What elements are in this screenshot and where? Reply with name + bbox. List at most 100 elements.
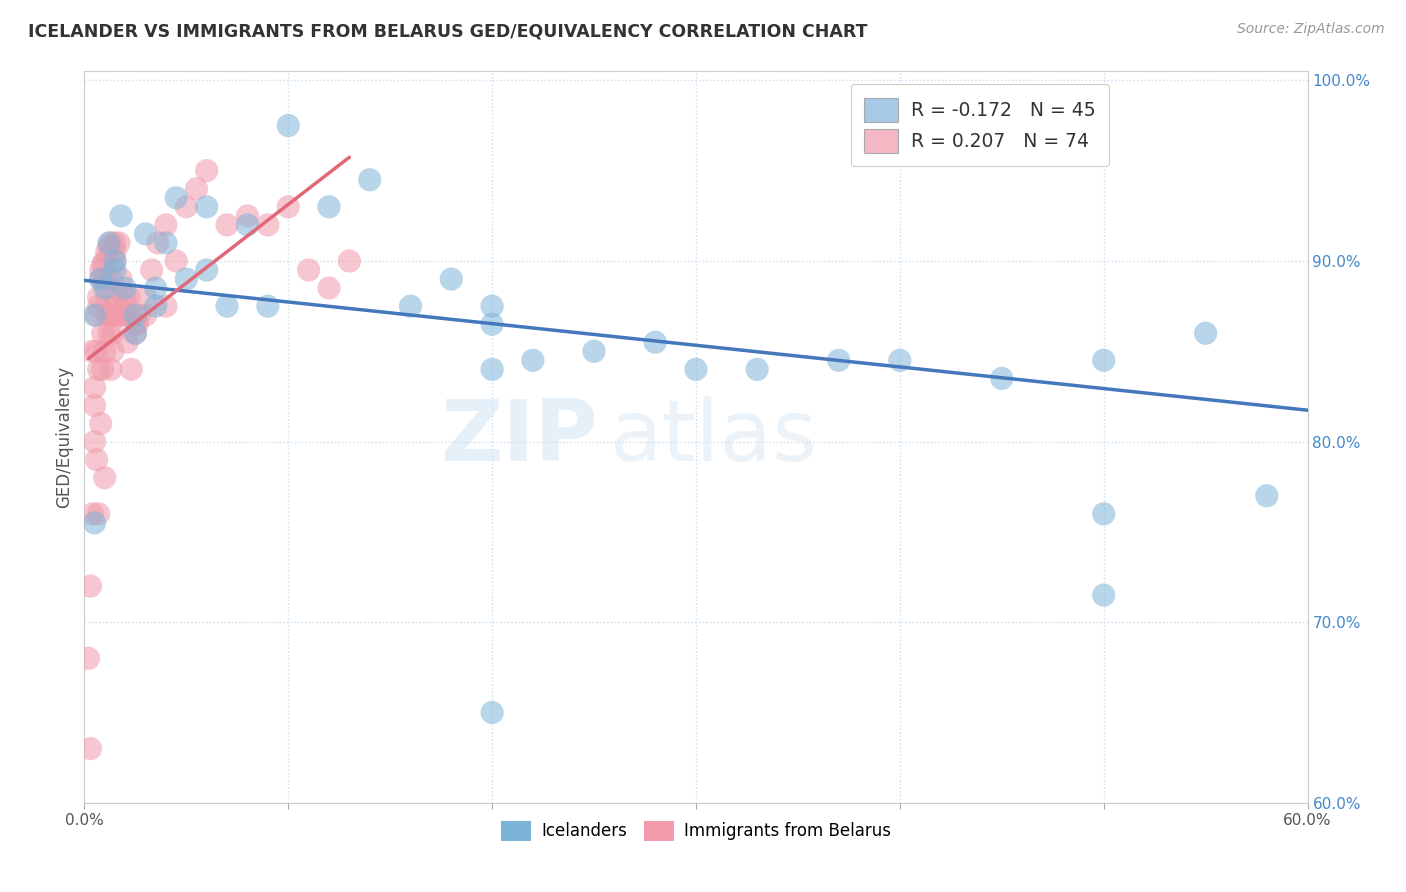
Point — [124, 308, 146, 322]
Point — [82, 507, 104, 521]
Point — [195, 163, 218, 178]
Point — [93, 254, 115, 268]
Point — [101, 326, 124, 341]
Point — [141, 263, 163, 277]
Point — [110, 272, 132, 286]
Point — [104, 263, 127, 277]
Point — [339, 254, 361, 268]
Point — [318, 281, 340, 295]
Text: ICELANDER VS IMMIGRANTS FROM BELARUS GED/EQUIVALENCY CORRELATION CHART: ICELANDER VS IMMIGRANTS FROM BELARUS GED… — [28, 22, 868, 40]
Point — [359, 172, 381, 186]
Point — [174, 272, 197, 286]
Point — [146, 235, 169, 250]
Point — [127, 317, 149, 331]
Point — [155, 235, 177, 250]
Y-axis label: GED/Equivalency: GED/Equivalency — [55, 366, 73, 508]
Point — [165, 191, 187, 205]
Point — [440, 272, 463, 286]
Point — [124, 326, 146, 341]
Point — [195, 263, 218, 277]
Point — [90, 263, 112, 277]
Point — [96, 290, 118, 304]
Point — [1195, 326, 1218, 341]
Point — [105, 290, 128, 304]
Legend: Icelanders, Immigrants from Belarus: Icelanders, Immigrants from Belarus — [494, 813, 898, 849]
Point — [991, 371, 1014, 385]
Point — [104, 254, 127, 268]
Point — [97, 235, 120, 250]
Point — [124, 317, 146, 331]
Point — [481, 299, 503, 313]
Point — [481, 362, 503, 376]
Point — [86, 452, 108, 467]
Point — [86, 308, 108, 322]
Point — [135, 308, 157, 322]
Point — [87, 362, 110, 376]
Point — [236, 209, 259, 223]
Point — [110, 209, 132, 223]
Point — [257, 218, 280, 232]
Point — [217, 218, 239, 232]
Point — [1092, 353, 1115, 368]
Point — [114, 281, 136, 295]
Point — [104, 254, 127, 268]
Text: ZIP: ZIP — [440, 395, 598, 479]
Point — [101, 308, 124, 322]
Point — [236, 218, 259, 232]
Point — [165, 254, 187, 268]
Point — [87, 507, 110, 521]
Point — [174, 200, 197, 214]
Point — [1092, 507, 1115, 521]
Point — [120, 362, 142, 376]
Point — [104, 299, 127, 313]
Point — [93, 471, 115, 485]
Point — [87, 290, 110, 304]
Point — [90, 272, 112, 286]
Point — [100, 362, 122, 376]
Point — [90, 272, 112, 286]
Point — [105, 308, 128, 322]
Point — [96, 308, 118, 322]
Point — [77, 651, 100, 665]
Point — [318, 200, 340, 214]
Point — [83, 434, 105, 449]
Point — [114, 290, 136, 304]
Point — [277, 200, 299, 214]
Point — [91, 362, 114, 376]
Point — [97, 326, 120, 341]
Point — [110, 308, 132, 322]
Point — [83, 380, 105, 394]
Point — [298, 263, 321, 277]
Point — [104, 244, 127, 259]
Point — [83, 399, 105, 413]
Point — [93, 344, 115, 359]
Point — [101, 344, 124, 359]
Point — [522, 353, 544, 368]
Point — [100, 272, 122, 286]
Point — [118, 308, 141, 322]
Point — [97, 239, 120, 253]
Point — [145, 299, 167, 313]
Point — [86, 344, 108, 359]
Text: Source: ZipAtlas.com: Source: ZipAtlas.com — [1237, 22, 1385, 37]
Point — [82, 344, 104, 359]
Point — [135, 290, 157, 304]
Point — [124, 326, 146, 341]
Text: atlas: atlas — [610, 395, 818, 479]
Point — [91, 326, 114, 341]
Point — [155, 299, 177, 313]
Point — [108, 235, 131, 250]
Point — [135, 227, 157, 241]
Point — [644, 335, 666, 350]
Point — [114, 299, 136, 313]
Point — [104, 235, 127, 250]
Point — [217, 299, 239, 313]
Point — [90, 417, 112, 431]
Point — [257, 299, 280, 313]
Point — [1092, 588, 1115, 602]
Point — [1256, 489, 1278, 503]
Point — [112, 308, 135, 322]
Point — [685, 362, 707, 376]
Point — [583, 344, 606, 359]
Point — [97, 308, 120, 322]
